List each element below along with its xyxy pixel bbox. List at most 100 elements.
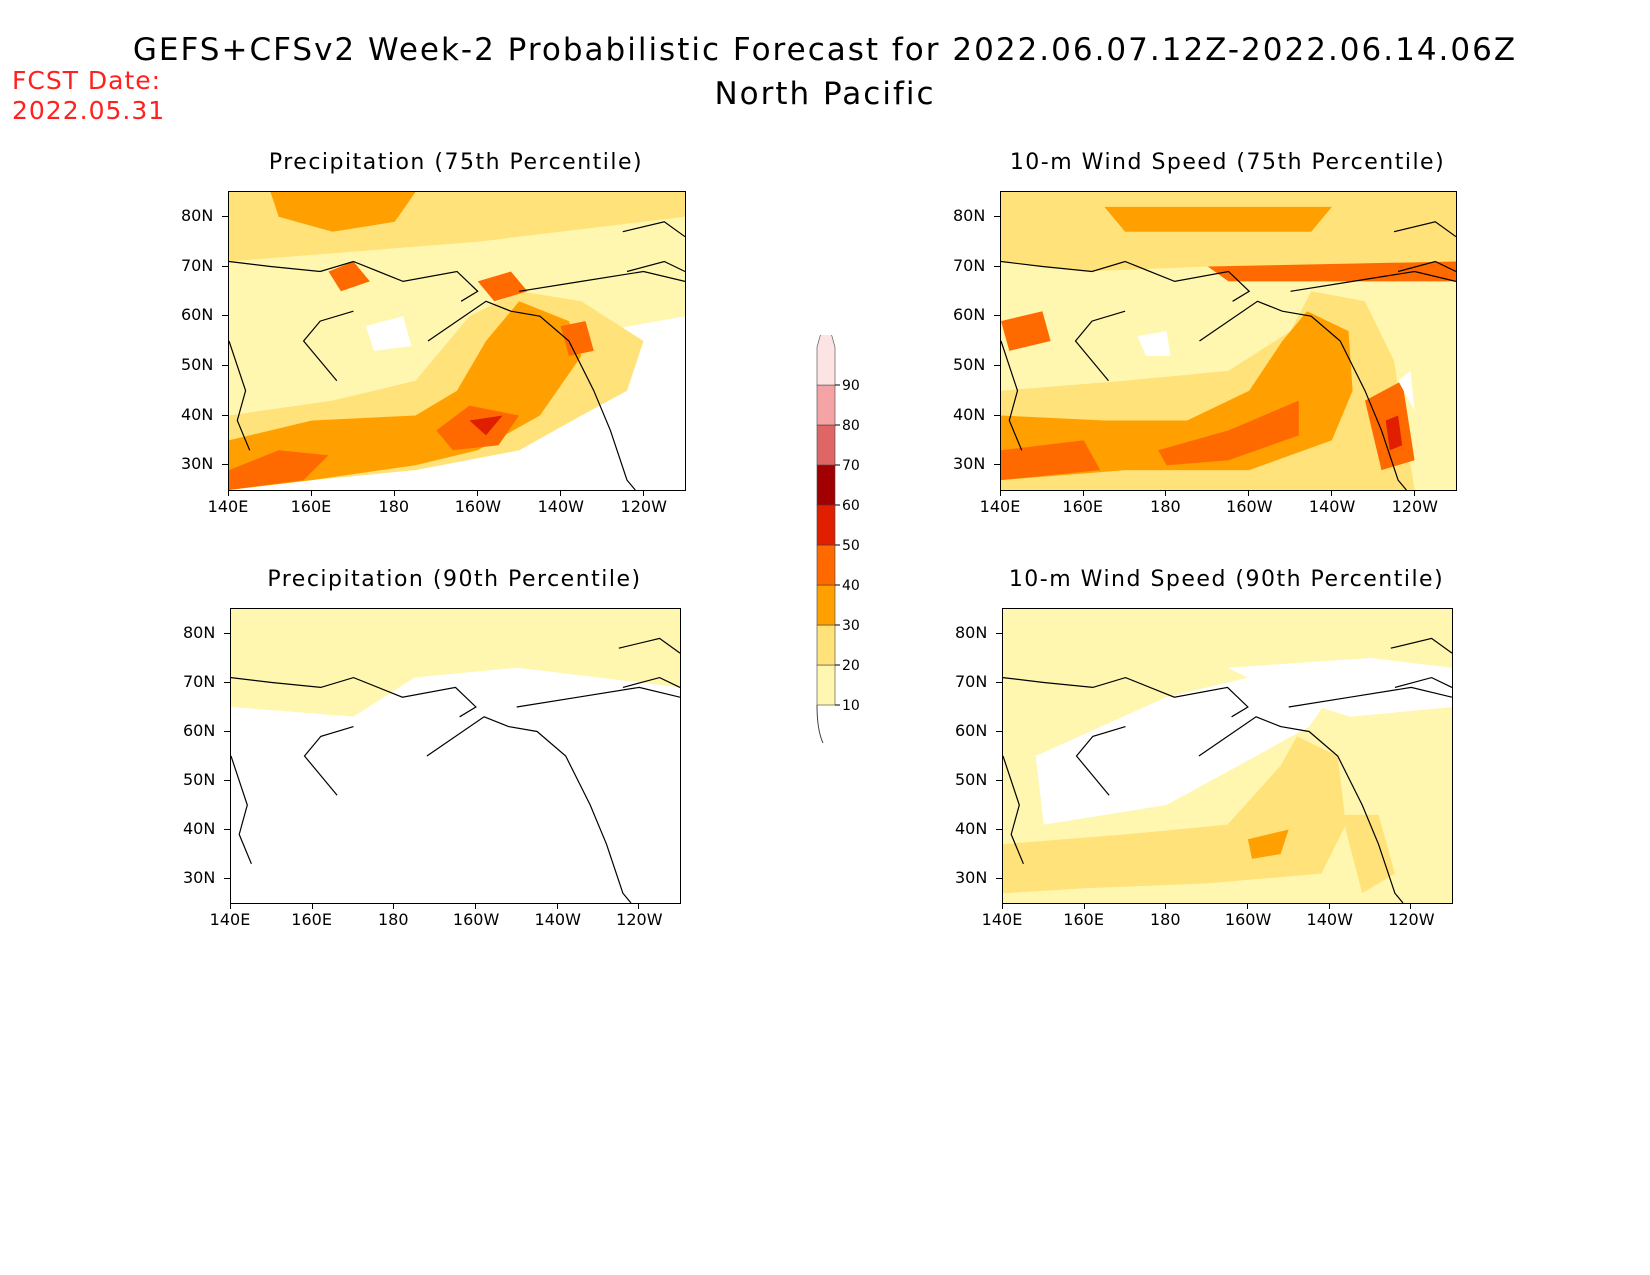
contour-fill-c30 (229, 301, 582, 490)
contour-fill-c10 (231, 609, 680, 717)
lon-tick (474, 903, 476, 909)
lat-tick (224, 877, 230, 879)
lat-tick-label: 60N (181, 305, 214, 325)
lon-tick-label: 180 (1149, 910, 1181, 929)
lon-tick-label: 140E (979, 497, 1021, 516)
coastline (1074, 310, 1126, 382)
colorbar-box-c20 (816, 624, 836, 666)
colorbar-box-c30 (816, 584, 836, 626)
lon-tick (1165, 490, 1167, 496)
colorbar-label: 70 (842, 458, 860, 474)
coastline (231, 676, 477, 718)
map-field (231, 609, 680, 903)
map-field (1003, 609, 1452, 903)
lat-tick-label: 50N (955, 769, 988, 789)
lon-tick (1413, 490, 1415, 496)
coastline (1290, 270, 1456, 292)
lon-tick (1330, 490, 1332, 496)
contour-fill-c50 (1385, 415, 1403, 451)
contour-fill-c40 (1001, 311, 1051, 351)
lon-tick-label: 140W (534, 910, 581, 929)
contour-fill-c40 (229, 450, 329, 490)
lat-tick (222, 364, 228, 366)
coastline (1003, 755, 1024, 865)
contour-fill-c40 (1001, 440, 1101, 481)
coastline (229, 340, 251, 451)
lat-tick-label: 80N (181, 205, 214, 225)
lat-tick-label: 70N (955, 671, 988, 691)
lon-tick (1082, 490, 1084, 496)
lat-tick-label: 30N (183, 867, 216, 887)
colorbar-box-c90 (816, 313, 836, 386)
lat-tick (996, 828, 1002, 830)
coastline (1393, 221, 1456, 238)
lat-tick (994, 265, 1000, 267)
lon-tick (1000, 490, 1001, 496)
lat-tick-label: 30N (953, 454, 986, 474)
colorbar-box-c50 (816, 504, 836, 546)
colorbar-label: 30 (842, 618, 860, 634)
lon-tick-label: 140E (981, 910, 1023, 929)
lat-tick-label: 60N (953, 305, 986, 325)
colorbar: 10 20 30 40 50 60 70 80 90 (813, 313, 873, 745)
lon-tick-label: 140E (209, 910, 251, 929)
coastline (618, 637, 680, 654)
lon-tick (559, 490, 561, 496)
lon-tick-label: 180 (378, 497, 410, 516)
colorbar-box-c10 (816, 664, 836, 706)
coastline (622, 676, 680, 688)
colorbar-box-c70 (816, 424, 836, 466)
lat-tick (994, 364, 1000, 366)
lon-tick (476, 490, 478, 496)
lon-tick (1083, 903, 1085, 909)
lon-tick-label: 160W (452, 910, 500, 929)
coastline (1075, 726, 1126, 796)
colorbar-box-c40 (816, 544, 836, 586)
map-field (1001, 192, 1456, 490)
panel-title: 10-m Wind Speed (75th Percentile) (1009, 150, 1446, 175)
lon-tick-label: 160E (1062, 497, 1104, 516)
coastline (1288, 686, 1452, 708)
colorbar-tail (816, 704, 824, 744)
lat-tick (994, 215, 1000, 217)
lon-tick (638, 903, 640, 909)
coastline (229, 260, 479, 302)
coastline (1390, 637, 1452, 654)
lat-tick-label: 80N (955, 622, 988, 642)
coastline (427, 300, 636, 490)
lon-tick (1165, 903, 1167, 909)
lat-tick-label: 80N (953, 205, 986, 225)
lon-tick-label: 140W (1306, 910, 1353, 929)
lat-tick-label: 50N (181, 354, 214, 374)
below-threshold-area (365, 316, 412, 351)
lat-tick (996, 877, 1002, 879)
colorbar-label: 80 (842, 418, 860, 434)
colorbar-label: 10 (842, 698, 860, 714)
lon-tick-label: 140W (537, 497, 584, 516)
lat-tick (996, 779, 1002, 781)
colorbar-label: 20 (842, 658, 860, 674)
lat-tick (222, 414, 228, 416)
lon-tick (1002, 903, 1003, 909)
lon-tick-label: 160E (290, 497, 332, 516)
lat-tick (996, 730, 1002, 732)
map-field (229, 192, 685, 490)
lat-tick-label: 40N (181, 404, 214, 424)
lon-tick-label: 160W (454, 497, 502, 516)
below-threshold-area (231, 667, 680, 903)
lat-tick-label: 60N (955, 720, 988, 740)
lat-tick-label: 70N (183, 671, 216, 691)
contour-fill-c20 (1341, 814, 1395, 894)
panel-title: 10-m Wind Speed (90th Percentile) (1008, 567, 1445, 592)
panel-title: Precipitation (75th Percentile) (268, 150, 644, 175)
colorbar-label: 60 (842, 498, 860, 514)
map-plot-area (1000, 191, 1457, 491)
lat-tick (224, 828, 230, 830)
lon-tick-label: 160E (1063, 910, 1104, 929)
coastline (1001, 260, 1251, 302)
lat-tick-label: 70N (181, 255, 214, 275)
lat-tick (994, 414, 1000, 416)
lat-tick-label: 50N (183, 769, 216, 789)
below-threshold-area (1035, 677, 1330, 825)
coastline (1199, 300, 1407, 490)
